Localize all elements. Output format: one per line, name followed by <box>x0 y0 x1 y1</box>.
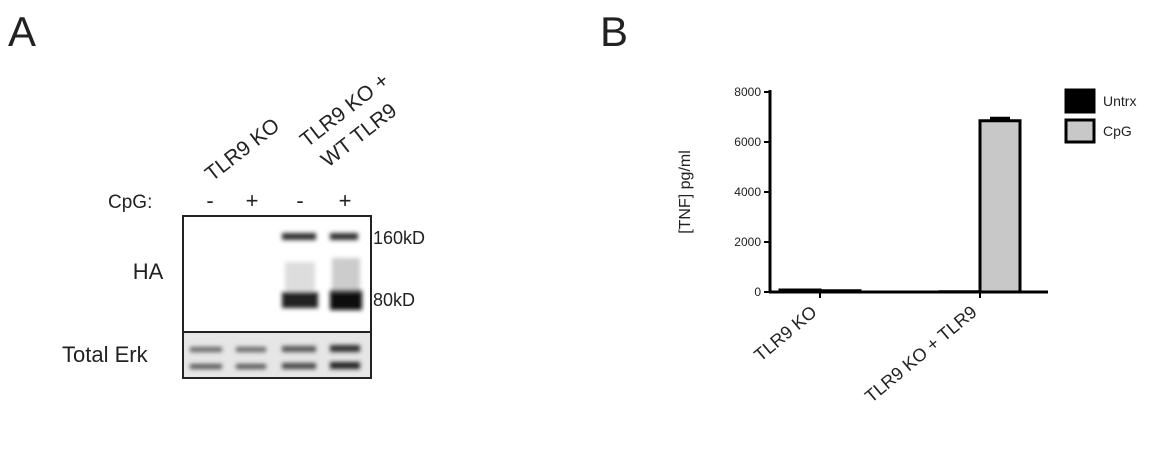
panel-letter: B <box>600 8 628 55</box>
treatment: + <box>246 188 259 213</box>
y-tick-label: 6000 <box>734 135 761 149</box>
bar <box>980 121 1020 292</box>
y-tick-label: 4000 <box>734 185 761 199</box>
panel-letter: A <box>8 8 36 55</box>
legend-swatch <box>1066 120 1094 142</box>
treatment: + <box>339 188 352 213</box>
legend-swatch <box>1066 90 1094 112</box>
treatment-label: CpG: <box>108 192 152 213</box>
x-tick-label: TLR9 KO <box>750 302 820 366</box>
marker-label: 80kD <box>373 290 415 310</box>
y-tick-label: 8000 <box>734 85 761 99</box>
x-tick-label: TLR9 KO + TLR9 <box>861 302 981 407</box>
plot: 0 2000 4000 6000 8000 TLR9 KO TLR9 KO + TLR9 Un… <box>734 85 1136 407</box>
row-label: Total Erk <box>62 342 149 367</box>
lane-label: TLR9 KO <box>201 114 284 186</box>
treatment: - <box>206 188 213 213</box>
blot <box>183 216 371 378</box>
y-tick-label: 2000 <box>734 235 761 249</box>
legend-label: Untrx <box>1103 93 1136 109</box>
row-label: HA <box>133 259 164 284</box>
legend-label: CpG <box>1103 123 1132 139</box>
treatment: - <box>296 188 303 213</box>
marker-label: 160kD <box>373 228 425 248</box>
y-tick-label: 0 <box>754 285 761 299</box>
y-axis-label: [TNF] pg/ml <box>677 150 694 234</box>
figure: A TLR9 KO TLR9 KO + WT TLR9 CpG: - + - +… <box>0 0 1158 452</box>
